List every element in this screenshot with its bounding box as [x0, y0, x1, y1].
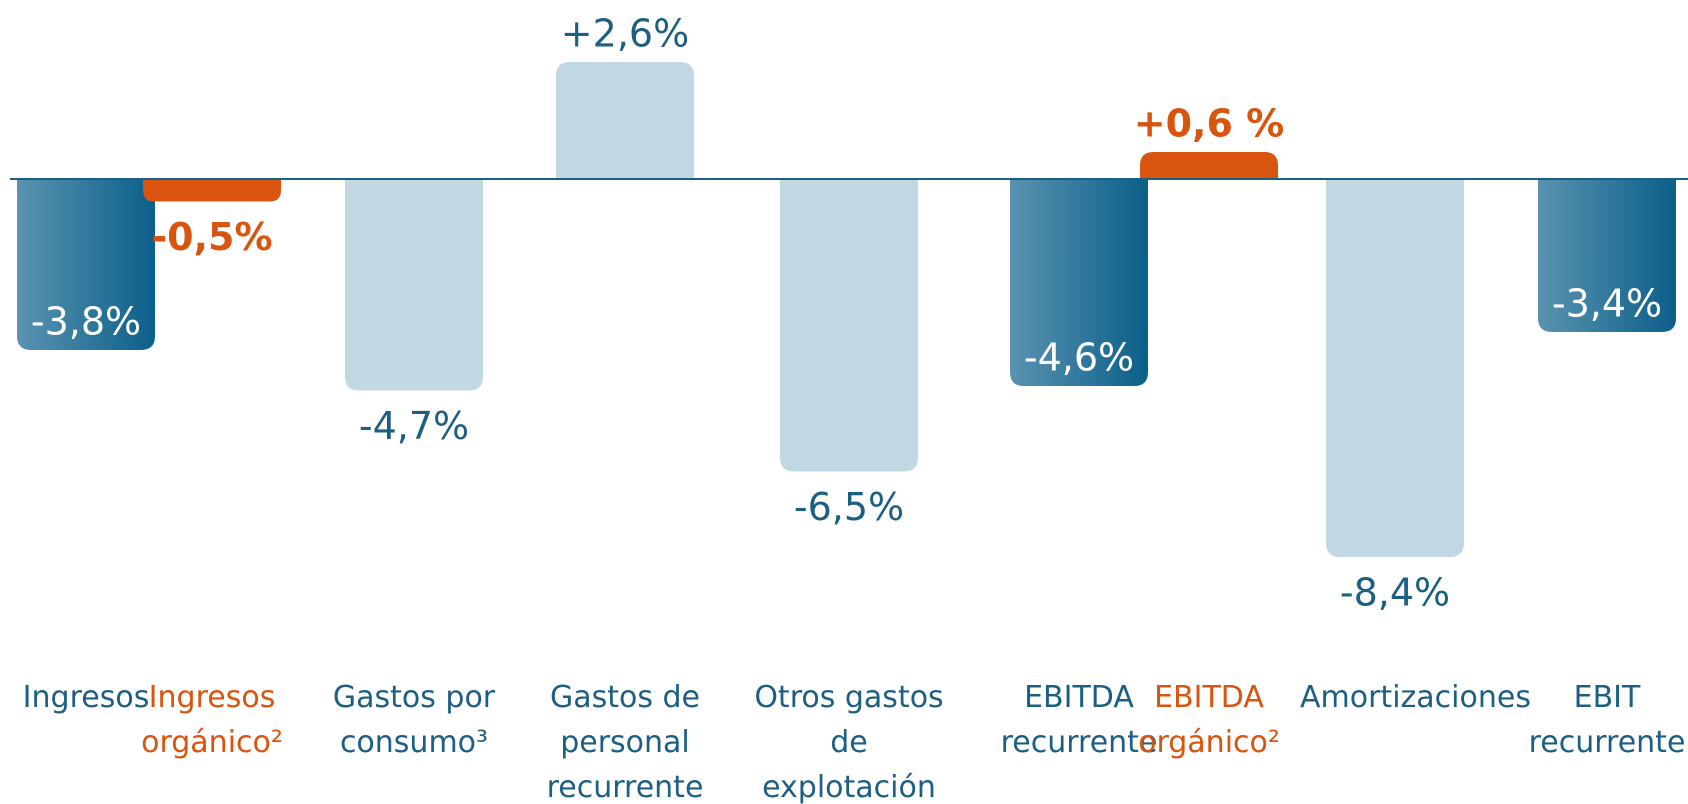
category-label: EBITDA orgánico² — [1138, 680, 1280, 760]
value-label: +0,6 % — [1134, 102, 1284, 146]
value-label: -3,4% — [1552, 282, 1662, 326]
value-label: -6,5% — [794, 485, 904, 529]
category-label: EBIT recurrente — [1528, 680, 1686, 760]
bar — [556, 62, 694, 179]
bar — [780, 179, 918, 472]
category-label: Otros gastos de explotación — [754, 680, 944, 804]
value-label: -4,7% — [359, 404, 469, 448]
value-label: -0,5% — [151, 215, 272, 259]
category-label: Amortizaciones — [1300, 680, 1531, 715]
bar — [17, 179, 155, 350]
bar — [345, 179, 483, 391]
category-label: Gastos por consumo³ — [332, 680, 496, 760]
category-label: Gastos de personal recurrente — [546, 680, 704, 804]
bar — [1010, 179, 1148, 386]
value-label: -8,4% — [1340, 571, 1450, 615]
bar — [1538, 179, 1676, 332]
category-label: Ingresos orgánico² — [141, 680, 283, 760]
bar — [143, 179, 281, 202]
value-label: -3,8% — [31, 300, 141, 344]
value-label: -4,6% — [1024, 336, 1134, 380]
bar — [1326, 179, 1464, 557]
value-label: +2,6% — [561, 12, 689, 56]
bar — [1140, 152, 1278, 179]
category-label: EBITDA recurrente — [1000, 680, 1158, 760]
category-label: Ingresos — [22, 680, 150, 715]
